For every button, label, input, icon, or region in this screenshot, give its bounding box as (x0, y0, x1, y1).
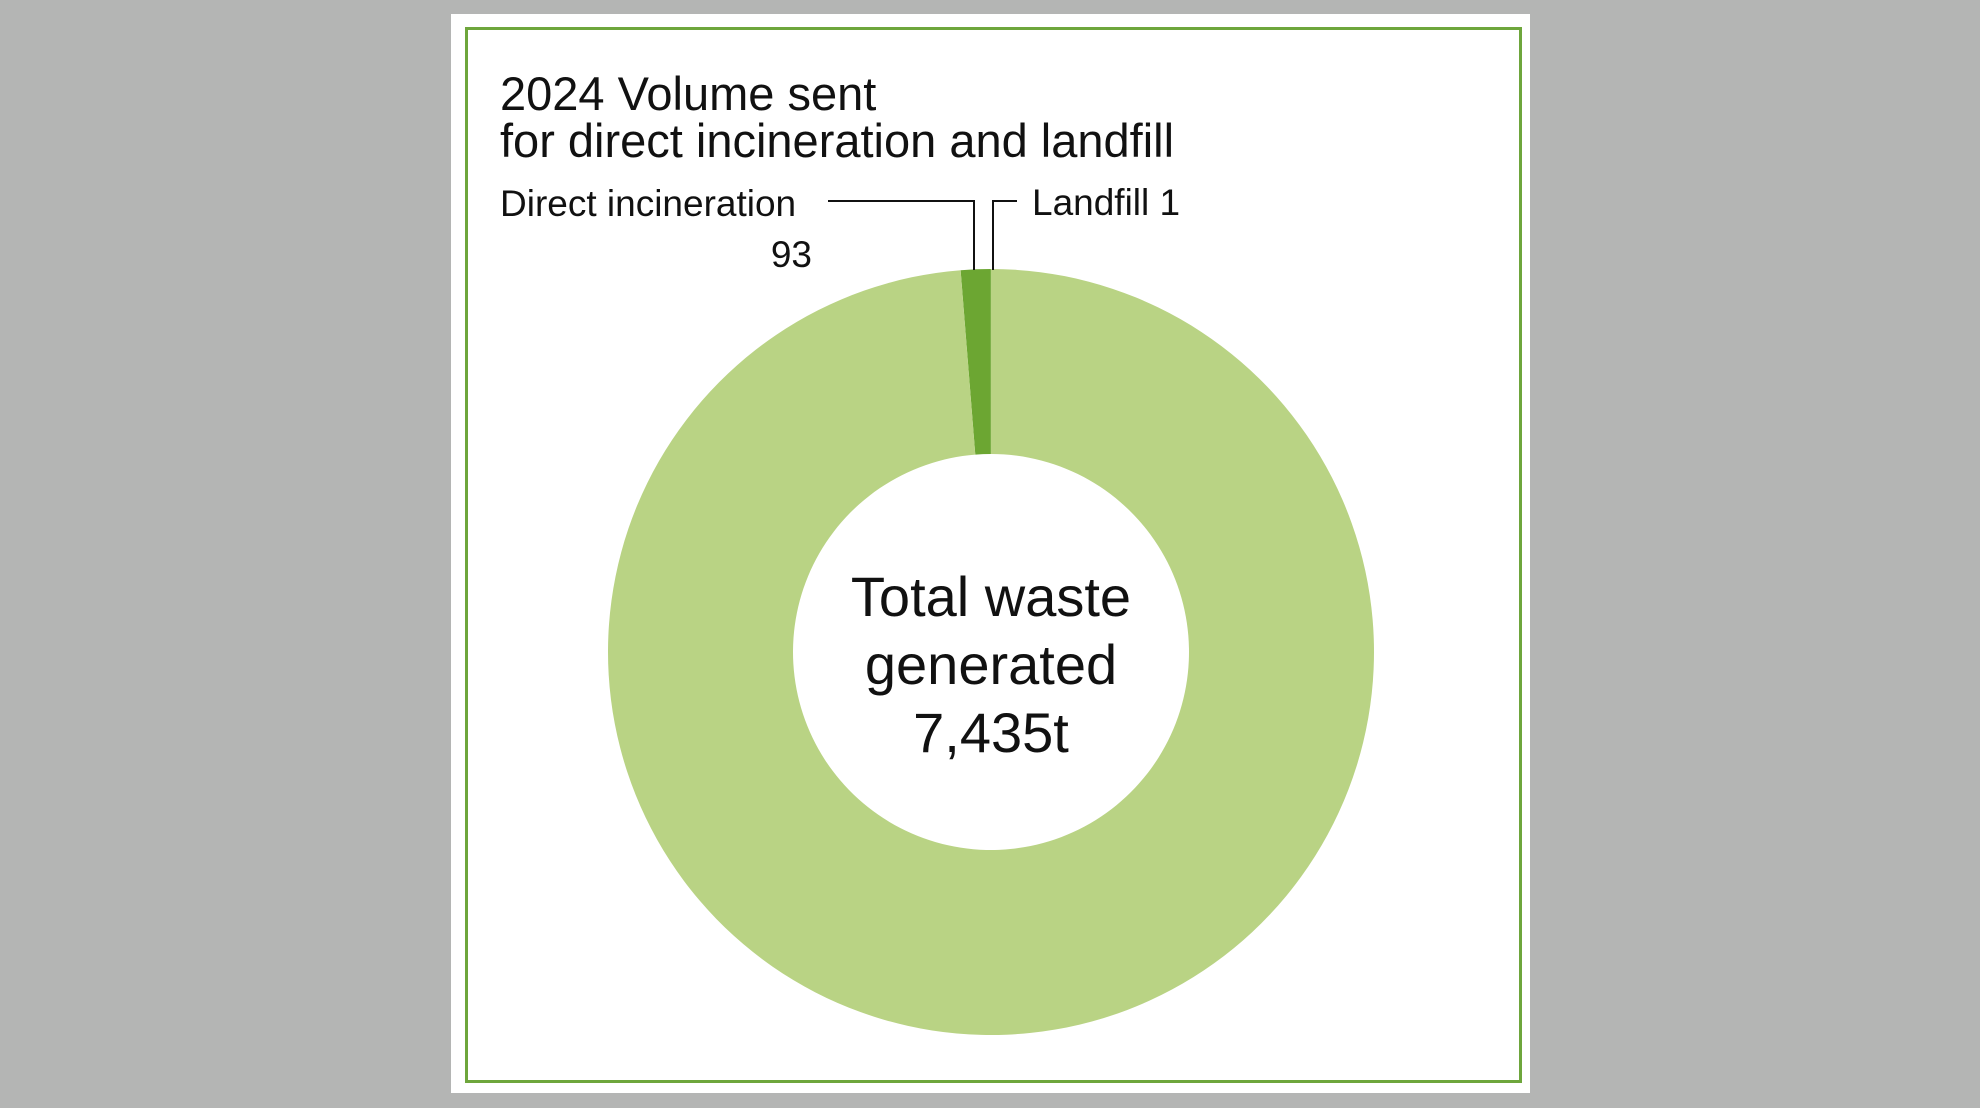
slice-direct-incineration (960, 269, 991, 455)
leader-line-landfill (992, 200, 1017, 270)
center-label-line2: generated (864, 633, 1118, 696)
chart-title-line2: for direct incineration and landfill (500, 114, 1175, 167)
label-landfill: Landfill 1 (1032, 182, 1181, 223)
center-label: Total waste generated 7,435t (791, 563, 1191, 767)
center-label-line3: 7,435t (913, 701, 1069, 764)
leader-line-direct-incineration (828, 200, 975, 270)
center-label-line1: Total waste (850, 565, 1132, 628)
slice-remainder (608, 269, 1374, 1035)
chart-title-line1: 2024 Volume sent (500, 67, 877, 120)
label-direct-incineration: Direct incineration (500, 183, 797, 224)
chart-frame (465, 27, 1522, 1083)
label-direct-incineration-value: 93 (770, 234, 812, 275)
